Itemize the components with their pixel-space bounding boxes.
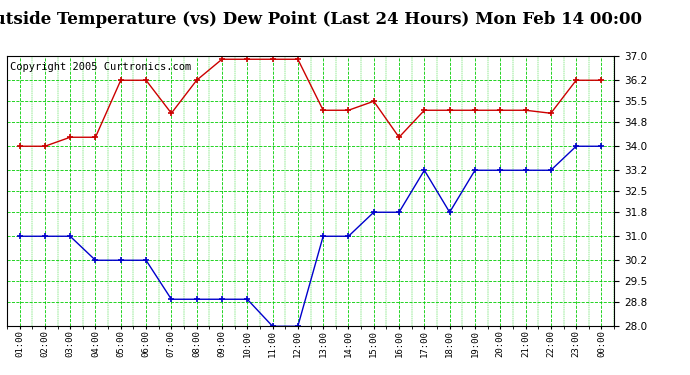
Text: Outside Temperature (vs) Dew Point (Last 24 Hours) Mon Feb 14 00:00: Outside Temperature (vs) Dew Point (Last…: [0, 11, 642, 28]
Text: Copyright 2005 Curtronics.com: Copyright 2005 Curtronics.com: [10, 62, 191, 72]
